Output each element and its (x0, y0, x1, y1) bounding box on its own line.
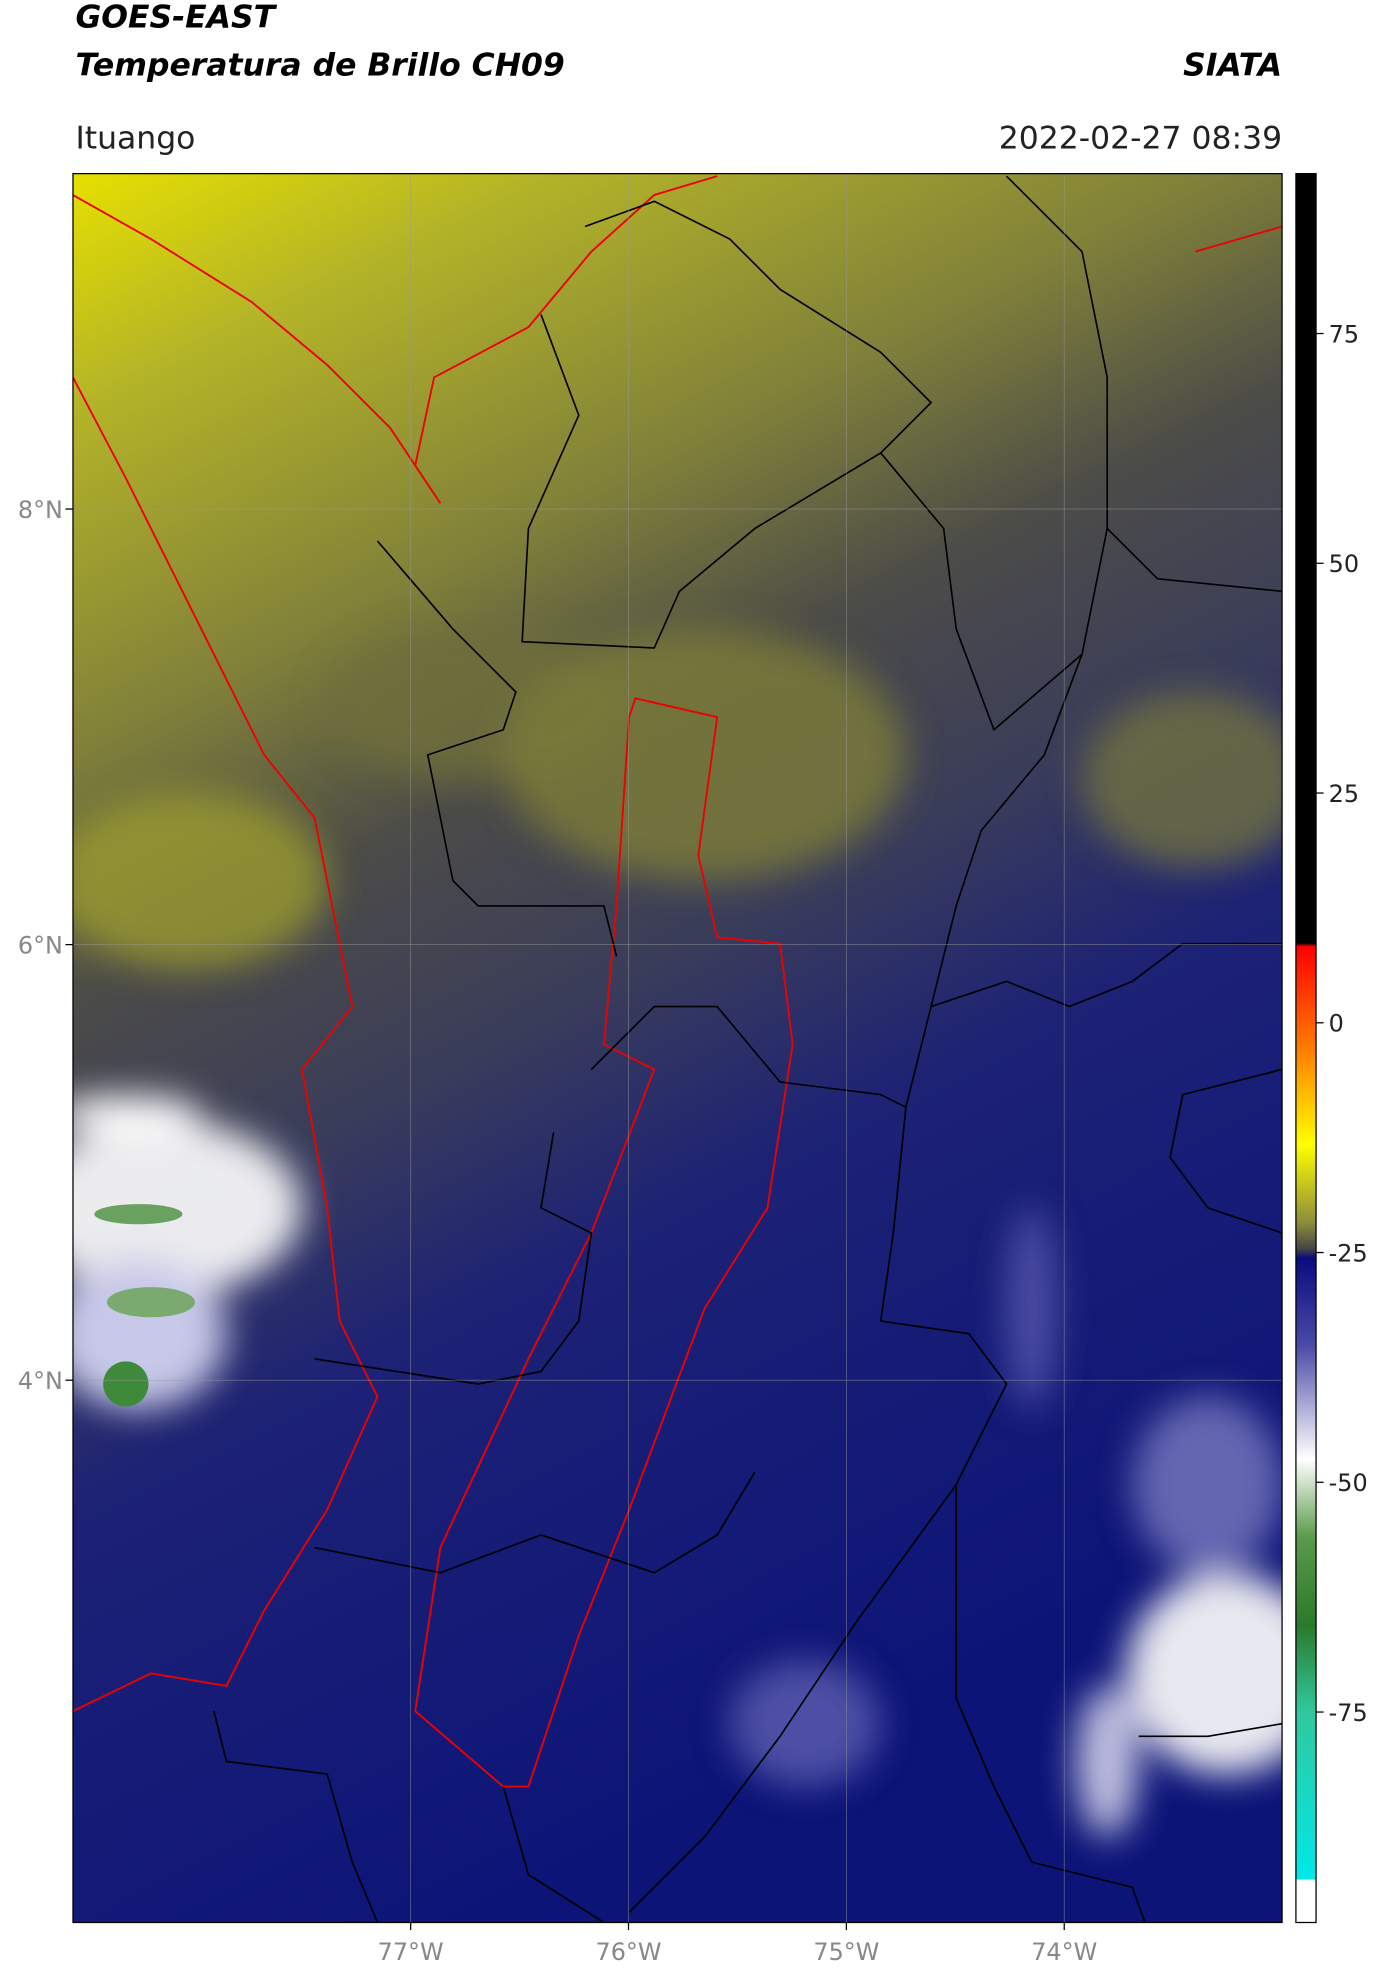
admin-borders (213, 175, 1283, 1923)
cold-core (106, 1287, 196, 1318)
colorbar-tick-label: 50 (1329, 550, 1359, 578)
lon-tick-label: 76°W (596, 1938, 662, 1966)
location: Ituango (75, 120, 195, 156)
cold-core (103, 1361, 149, 1407)
colorbar-tick-label: 25 (1329, 780, 1359, 808)
colorbar-tick-label: -75 (1329, 1699, 1368, 1727)
colorbar-tick-label: 0 (1329, 1010, 1344, 1038)
title-line-1: GOES-EAST (75, 0, 277, 36)
lat-tick-label: 6°N (18, 931, 63, 959)
colorbar-tick-label: -25 (1329, 1239, 1368, 1267)
lat-tick-label: 8°N (18, 496, 63, 524)
colorbar-tick-label: -50 (1329, 1469, 1368, 1497)
colorbar (1295, 172, 1317, 1924)
timestamp: 2022-02-27 08:39 (999, 120, 1282, 156)
map-frame (72, 172, 1283, 1924)
lat-tick-label: 4°N (18, 1367, 63, 1395)
title-line-2: Temperatura de Brillo CH09 (75, 47, 564, 83)
graticule (72, 173, 1283, 1923)
satellite-image (72, 173, 1283, 1923)
coastline (72, 175, 1283, 1712)
agency: SIATA (1183, 47, 1282, 83)
lon-tick-label: 75°W (813, 1938, 879, 1966)
colorbar-tick-label: 75 (1329, 320, 1359, 348)
region-outline (414, 697, 794, 1788)
image-background (72, 173, 1283, 1923)
lon-tick-label: 77°W (378, 1938, 444, 1966)
cold-core (94, 1204, 183, 1225)
lon-tick-label: 74°W (1031, 1938, 1097, 1966)
